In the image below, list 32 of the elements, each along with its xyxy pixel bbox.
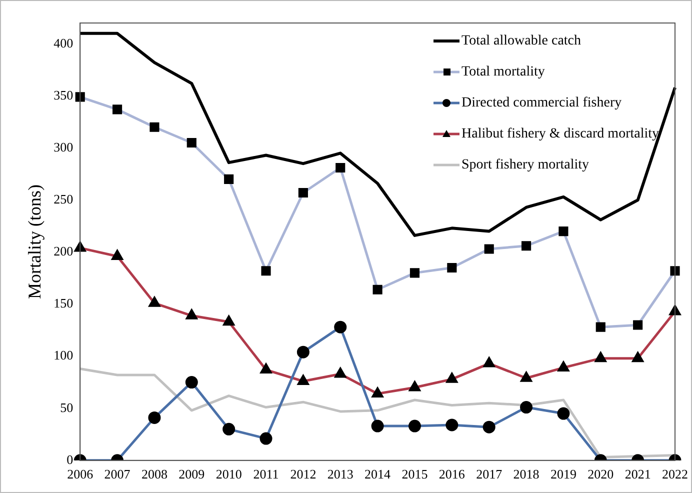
- x-tick-label: 2019: [550, 466, 576, 482]
- legend-label: Halibut fishery & discard mortality: [461, 126, 660, 142]
- x-tick-label: 2022: [662, 466, 688, 482]
- y-tick-label: 300: [54, 139, 74, 154]
- y-tick-label: 100: [54, 348, 74, 363]
- y-tick-label: 400: [54, 35, 74, 50]
- x-tick-label: 2016: [438, 466, 466, 482]
- x-tick-label: 2011: [253, 466, 279, 482]
- y-tick-label: 200: [54, 244, 74, 259]
- x-tick-label: 2015: [402, 466, 428, 482]
- x-tick-label: 2006: [67, 466, 94, 482]
- y-tick-label: 350: [54, 87, 74, 102]
- x-tick-label: 2017: [476, 466, 503, 482]
- x-tick-label: 2010: [216, 466, 242, 482]
- y-tick-label: 0: [66, 452, 74, 467]
- legend-label: Total mortality: [461, 64, 545, 80]
- legend-label: Directed commercial fishery: [461, 96, 622, 111]
- y-tick-label: 250: [54, 191, 74, 206]
- y-tick-label: 150: [54, 296, 74, 311]
- legend-label: Total allowable catch: [461, 34, 582, 49]
- y-axis-title: Mortality (tons): [24, 184, 45, 299]
- x-tick-label: 2012: [290, 466, 316, 482]
- x-tick-label: 2007: [104, 466, 131, 482]
- x-tick-label: 2009: [178, 466, 205, 482]
- x-tick-label: 2014: [364, 466, 392, 482]
- legend-label: Sport fishery mortality: [461, 158, 590, 173]
- x-tick-label: 2020: [588, 466, 614, 482]
- x-tick-label: 2013: [327, 466, 354, 482]
- x-tick-label: 2008: [141, 466, 168, 482]
- x-tick-label: 2021: [624, 466, 651, 482]
- y-tick-label: 50: [60, 400, 74, 415]
- x-tick-label: 2018: [513, 466, 540, 482]
